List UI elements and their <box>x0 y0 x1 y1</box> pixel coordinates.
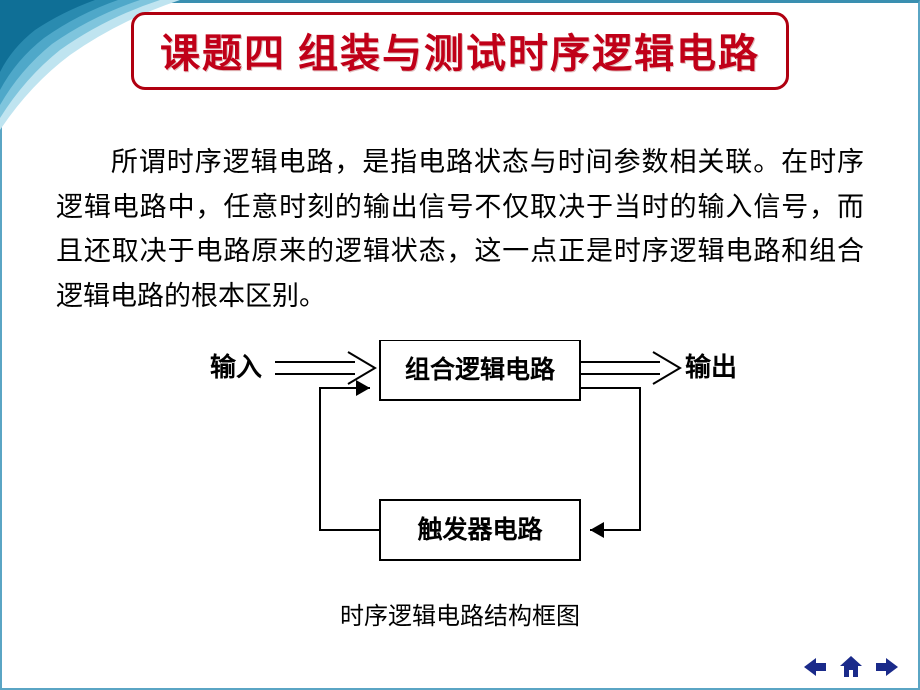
body-text-content: 所谓时序逻辑电路，是指电路状态与时间参数相关联。在时序逻辑电路中，任意时刻的输出… <box>56 147 864 311</box>
diagram-caption: 时序逻辑电路结构框图 <box>0 596 920 631</box>
node-comb-label: 组合逻辑电路 <box>405 355 556 384</box>
nav-icons <box>800 654 902 680</box>
node-trig-label: 触发器电路 <box>417 515 543 544</box>
nav-home-button[interactable] <box>836 654 866 680</box>
slide-title: 课题四 组装与测试时序逻辑电路 <box>160 21 760 79</box>
title-box: 课题四 组装与测试时序逻辑电路 <box>131 12 789 90</box>
nav-prev-button[interactable] <box>800 654 830 680</box>
input-label: 输入 <box>210 352 262 382</box>
body-paragraph: 所谓时序逻辑电路，是指电路状态与时间参数相关联。在时序逻辑电路中，任意时刻的输出… <box>56 140 864 318</box>
nav-next-button[interactable] <box>872 654 902 680</box>
feedback-right <box>580 388 640 538</box>
input-arrow <box>275 352 375 384</box>
block-diagram: 输入 组合逻辑电路 输出 触发器电路 <box>180 340 740 580</box>
output-label: 输出 <box>685 352 737 382</box>
output-arrow <box>580 352 680 384</box>
feedback-left <box>320 380 380 530</box>
